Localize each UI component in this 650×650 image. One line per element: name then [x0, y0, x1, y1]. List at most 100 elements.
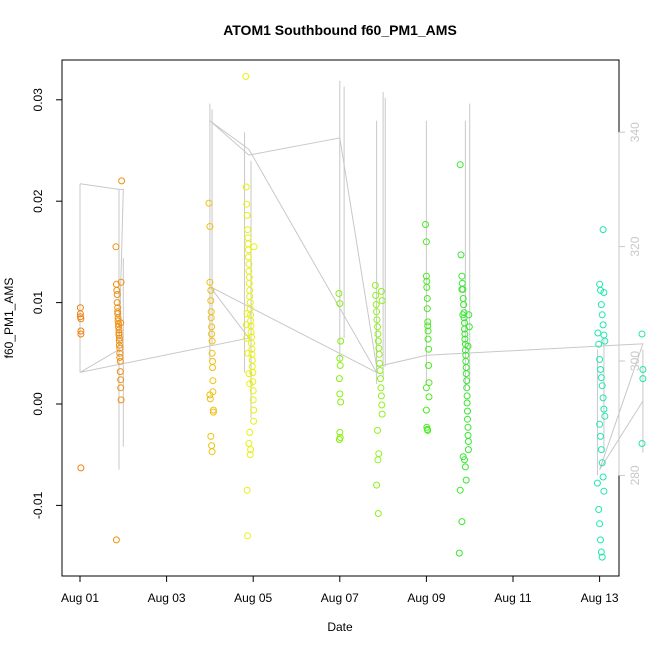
- data-point: [248, 356, 256, 364]
- data-point: [464, 438, 472, 445]
- y-axis: -0.01 0.00 0.01 0.02 0.03: [31, 88, 63, 519]
- data-point: [375, 350, 383, 358]
- data-point: [113, 286, 121, 294]
- data-point: [601, 412, 609, 420]
- data-point: [208, 448, 216, 456]
- data-point: [247, 328, 255, 336]
- data-point: [117, 319, 125, 327]
- data-point: [209, 408, 217, 416]
- data-point: [597, 432, 604, 440]
- data-point: [248, 345, 256, 353]
- data-point: [596, 355, 604, 363]
- data-point: [209, 377, 217, 385]
- data-point: [458, 518, 466, 526]
- data-point: [378, 297, 386, 305]
- data-point: [243, 334, 251, 342]
- data-point: [76, 310, 84, 318]
- data-point: [243, 211, 251, 219]
- data-point: [375, 450, 383, 458]
- data-point: [250, 417, 258, 425]
- data-point: [117, 278, 125, 286]
- data-point: [77, 327, 85, 335]
- data-point: [599, 394, 607, 402]
- y-axis-label: f60_PM1_AMS: [2, 278, 16, 359]
- data-point: [113, 291, 121, 298]
- data-point: [463, 377, 471, 385]
- data-point: [114, 310, 122, 318]
- data-point: [114, 308, 122, 316]
- data-point: [422, 238, 430, 246]
- data-point: [639, 375, 647, 383]
- data-point: [598, 382, 606, 390]
- data-point: [373, 308, 381, 316]
- data-point: [208, 330, 216, 338]
- data-point: [246, 428, 254, 436]
- data-point: [465, 323, 473, 331]
- data-point: [374, 426, 381, 434]
- data-point: [462, 364, 470, 371]
- data-point: [244, 226, 252, 234]
- data-point: [206, 223, 214, 230]
- data-point: [372, 292, 380, 299]
- data-point: [598, 459, 606, 467]
- data-point: [374, 510, 382, 517]
- data-point: [115, 334, 123, 342]
- data-point: [597, 286, 604, 294]
- y-tick-label: 0.00: [31, 392, 45, 416]
- data-point: [424, 327, 432, 335]
- data-point: [245, 440, 253, 447]
- data-point: [336, 428, 344, 436]
- data-point: [600, 405, 608, 413]
- data-point: [422, 272, 430, 280]
- secondary-series-layer: [79, 80, 644, 476]
- data-point: [115, 341, 123, 349]
- x-tick-label: Aug 01: [61, 591, 99, 605]
- data-point: [336, 354, 344, 362]
- y-tick-label: 0.03: [31, 88, 45, 112]
- data-point: [246, 286, 254, 294]
- data-point: [462, 476, 470, 484]
- data-point: [113, 299, 121, 307]
- data-point: [378, 410, 386, 418]
- data-point: [207, 297, 215, 305]
- data-point: [597, 548, 605, 556]
- data-point: [461, 456, 468, 464]
- data-point: [461, 463, 469, 471]
- data-point: [457, 251, 465, 259]
- data-point: [371, 281, 379, 289]
- y2-tick-label: 340: [628, 122, 642, 142]
- data-point: [209, 406, 217, 414]
- data-point: [246, 299, 254, 307]
- data-point: [250, 406, 258, 414]
- data-point: [594, 329, 602, 337]
- data-point: [458, 279, 466, 287]
- data-point: [337, 398, 345, 406]
- data-point: [464, 415, 471, 423]
- data-point: [424, 322, 432, 330]
- data-point: [77, 464, 85, 472]
- data-point: [600, 331, 608, 339]
- data-point: [639, 366, 647, 373]
- data-point: [597, 446, 605, 454]
- data-point: [243, 200, 251, 208]
- data-point: [461, 330, 469, 338]
- data-point: [115, 329, 123, 337]
- data-point: [463, 384, 471, 392]
- data-point: [460, 301, 468, 309]
- data-point: [337, 337, 345, 345]
- data-point: [423, 283, 431, 291]
- data-point: [600, 289, 608, 296]
- x-tick-label: Aug 05: [234, 591, 272, 605]
- data-point: [116, 349, 124, 357]
- y2-tick-label: 320: [628, 236, 642, 256]
- data-point: [205, 199, 213, 207]
- data-point: [116, 357, 124, 365]
- data-point: [207, 308, 215, 316]
- data-point: [209, 357, 216, 365]
- data-point: [599, 321, 607, 329]
- data-point: [462, 370, 470, 378]
- data-point: [459, 311, 467, 319]
- data-point: [77, 330, 85, 338]
- data-point: [464, 342, 472, 350]
